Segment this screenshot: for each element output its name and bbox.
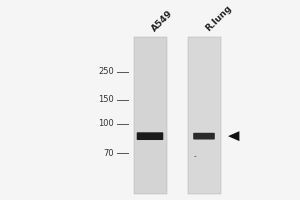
Text: 250: 250: [98, 67, 114, 76]
FancyBboxPatch shape: [193, 133, 215, 140]
FancyBboxPatch shape: [188, 37, 220, 194]
Text: -: -: [194, 152, 196, 161]
Text: 150: 150: [98, 95, 114, 104]
Text: 100: 100: [98, 119, 114, 128]
Text: R.lung: R.lung: [204, 4, 234, 33]
FancyBboxPatch shape: [134, 37, 166, 194]
Text: A549: A549: [150, 9, 175, 33]
Text: 70: 70: [103, 149, 114, 158]
FancyBboxPatch shape: [137, 132, 163, 140]
Polygon shape: [228, 131, 239, 141]
